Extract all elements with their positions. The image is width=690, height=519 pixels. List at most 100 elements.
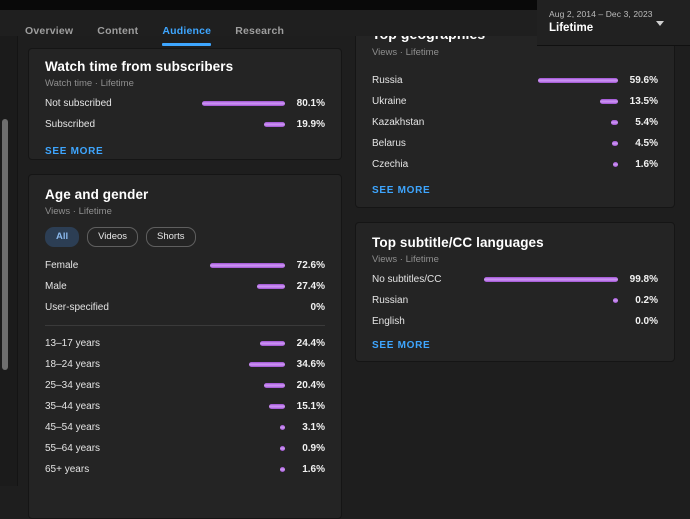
stat-label: Russia bbox=[372, 75, 403, 86]
card-age-and-gender: Age and gender Views · Lifetime All Video… bbox=[28, 174, 342, 519]
chevron-down-icon bbox=[656, 21, 664, 26]
bar-track bbox=[181, 404, 285, 409]
bar-track bbox=[181, 122, 285, 127]
analytics-tab-bar: Overview Content Audience Research bbox=[13, 24, 296, 46]
tab-research[interactable]: Research bbox=[235, 25, 285, 37]
bar bbox=[201, 101, 285, 106]
stat-row: 25–34 years 20.4% bbox=[45, 375, 325, 396]
bar-track bbox=[484, 319, 618, 324]
bar bbox=[280, 446, 285, 451]
tab-audience[interactable]: Audience bbox=[150, 24, 223, 46]
stat-label: 45–54 years bbox=[45, 422, 101, 433]
date-range-text: Aug 2, 2014 – Dec 3, 2023 bbox=[549, 9, 653, 19]
stat-label: Female bbox=[45, 260, 79, 271]
stat-label: Ukraine bbox=[372, 96, 407, 107]
tab-overview[interactable]: Overview bbox=[25, 25, 74, 37]
bar bbox=[259, 341, 285, 346]
bar-track bbox=[181, 425, 285, 430]
stat-value: 20.4% bbox=[296, 380, 325, 391]
top-toolbar-edge bbox=[0, 0, 537, 10]
bar bbox=[269, 404, 285, 409]
stat-value: 27.4% bbox=[296, 281, 325, 292]
bar-track bbox=[181, 383, 285, 388]
stat-label: Czechia bbox=[372, 159, 409, 170]
stat-row: Belarus 4.5% bbox=[372, 133, 658, 154]
stat-value: 3.1% bbox=[302, 422, 325, 433]
stat-label: Kazakhstan bbox=[372, 117, 425, 128]
stat-row: 35–44 years 15.1% bbox=[45, 396, 325, 417]
stat-row: Czechia 1.6% bbox=[372, 154, 658, 175]
chip-videos[interactable]: Videos bbox=[87, 227, 139, 247]
bar bbox=[263, 383, 285, 388]
stat-label: 65+ years bbox=[45, 464, 90, 475]
card-title-watch-time: Watch time from subscribers bbox=[45, 59, 234, 74]
stat-row: 45–54 years 3.1% bbox=[45, 417, 325, 438]
stat-value: 15.1% bbox=[296, 401, 325, 412]
bar bbox=[264, 122, 285, 127]
bar-track bbox=[484, 298, 618, 303]
stat-row: Russian 0.2% bbox=[372, 290, 658, 311]
stat-value: 1.6% bbox=[635, 159, 658, 170]
left-pane-edge bbox=[0, 0, 18, 486]
bar-track bbox=[181, 362, 285, 367]
see-more-link-watch-time[interactable]: SEE MORE bbox=[45, 146, 104, 157]
bar bbox=[280, 467, 285, 472]
stat-row: 65+ years 1.6% bbox=[45, 459, 325, 480]
bar-track bbox=[181, 284, 285, 289]
card-watch-time-subscribers: Watch time from subscribers Watch time ·… bbox=[28, 48, 342, 160]
stat-value: 24.4% bbox=[296, 338, 325, 349]
bar-track bbox=[181, 101, 285, 106]
card-subtitle-languages: Top subtitle/CC languages Views · Lifeti… bbox=[355, 222, 675, 362]
stat-label: Belarus bbox=[372, 138, 406, 149]
stat-value: 0.9% bbox=[302, 443, 325, 454]
bar-track bbox=[181, 305, 285, 310]
bar bbox=[280, 425, 285, 430]
stat-value: 13.5% bbox=[629, 96, 658, 107]
bar-track bbox=[181, 263, 285, 268]
stat-label: Not subscribed bbox=[45, 98, 112, 109]
stat-row: User-specified 0% bbox=[45, 297, 325, 318]
bar-track bbox=[484, 277, 618, 282]
stat-row: 55–64 years 0.9% bbox=[45, 438, 325, 459]
vertical-scrollbar-thumb[interactable] bbox=[2, 119, 8, 370]
stat-label: Subscribed bbox=[45, 119, 96, 130]
stat-label: Russian bbox=[372, 295, 409, 306]
stat-label: 18–24 years bbox=[45, 359, 101, 370]
stat-value: 0.0% bbox=[635, 316, 658, 327]
stat-value: 4.5% bbox=[635, 138, 658, 149]
bar-track bbox=[484, 162, 618, 167]
card-subtitle-subtitles: Views · Lifetime bbox=[372, 254, 439, 265]
stat-row: 13–17 years 24.4% bbox=[45, 333, 325, 354]
stat-value: 19.9% bbox=[296, 119, 325, 130]
chip-shorts[interactable]: Shorts bbox=[146, 227, 196, 247]
stat-row: Kazakhstan 5.4% bbox=[372, 112, 658, 133]
stat-value: 59.6% bbox=[629, 75, 658, 86]
section-divider bbox=[45, 325, 325, 326]
bar bbox=[613, 162, 618, 167]
card-title-subtitles: Top subtitle/CC languages bbox=[372, 235, 544, 250]
see-more-link-geographies[interactable]: SEE MORE bbox=[372, 185, 431, 196]
stat-row: Female 72.6% bbox=[45, 255, 325, 276]
stat-row: Not subscribed 80.1% bbox=[45, 93, 325, 114]
bar bbox=[209, 263, 285, 268]
chip-all[interactable]: All bbox=[45, 227, 80, 247]
analytics-header-bar bbox=[0, 10, 537, 36]
stat-value: 99.8% bbox=[629, 274, 658, 285]
tab-content[interactable]: Content bbox=[97, 25, 139, 37]
bar-track bbox=[484, 120, 618, 125]
bar-track bbox=[181, 446, 285, 451]
geographies-rows: Russia 59.6% Ukraine 13.5% Kazakhstan 5.4% Bel… bbox=[372, 70, 658, 175]
card-subtitle-watch-time: Watch time · Lifetime bbox=[45, 78, 134, 89]
bar bbox=[249, 362, 285, 367]
stat-label: 13–17 years bbox=[45, 338, 101, 349]
subtitle-language-rows: No subtitles/CC 99.8% Russian 0.2% English 0.… bbox=[372, 269, 658, 332]
stat-label: Male bbox=[45, 281, 67, 292]
stat-value: 0% bbox=[310, 302, 325, 313]
see-more-link-subtitles[interactable]: SEE MORE bbox=[372, 340, 431, 351]
stat-value: 80.1% bbox=[296, 98, 325, 109]
stat-value: 5.4% bbox=[635, 117, 658, 128]
age-rows: 13–17 years 24.4% 18–24 years 34.6% 25–34 ye… bbox=[45, 333, 325, 480]
date-range-selector[interactable]: Aug 2, 2014 – Dec 3, 2023 Lifetime bbox=[537, 0, 690, 46]
stat-label: English bbox=[372, 316, 405, 327]
stat-value: 34.6% bbox=[296, 359, 325, 370]
